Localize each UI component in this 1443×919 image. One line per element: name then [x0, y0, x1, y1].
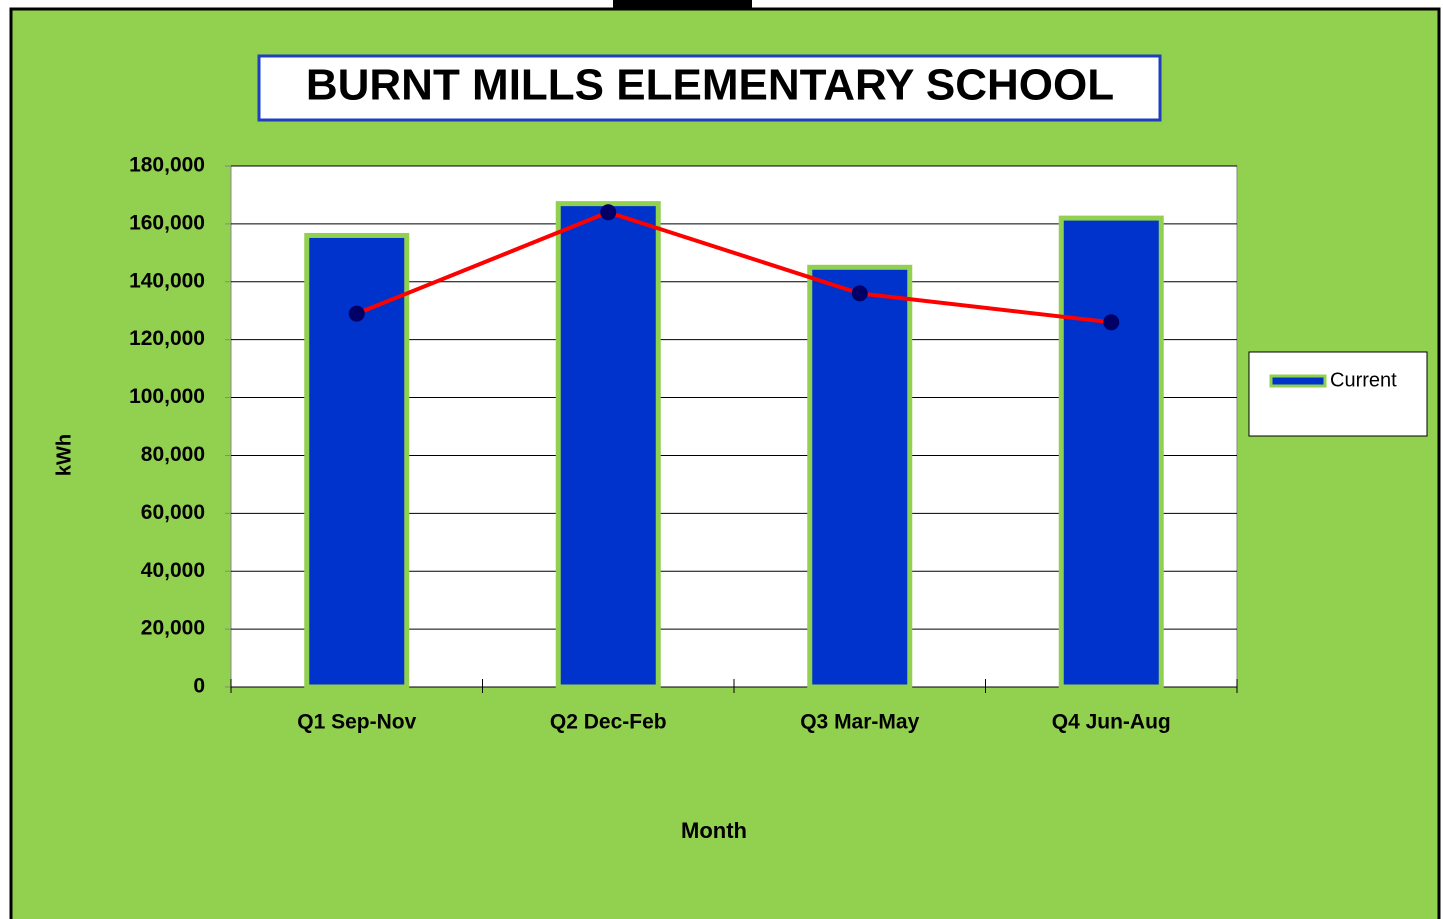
x-tick-label: Q4 Jun-Aug [1052, 711, 1171, 734]
bar [304, 232, 410, 690]
legend-box [1248, 351, 1428, 437]
legend-swatch [1269, 374, 1327, 388]
y-tick-label: 0 [193, 675, 205, 698]
bar [555, 201, 661, 690]
line-marker [1103, 314, 1120, 331]
y-tick-label: 180,000 [129, 154, 205, 177]
x-tick-label: Q1 Sep-Nov [297, 711, 416, 734]
y-tick-label: 20,000 [141, 617, 205, 640]
y-tick-label: 120,000 [129, 327, 205, 350]
legend-label: Current [1330, 369, 1397, 391]
y-tick-label: 140,000 [129, 269, 205, 292]
top-tab [613, 0, 752, 9]
y-tick-label: 80,000 [141, 443, 205, 466]
y-tick-label: 100,000 [129, 385, 205, 408]
line-marker [600, 204, 617, 221]
y-tick-label: 160,000 [129, 211, 205, 234]
title-box [257, 54, 1162, 122]
chart-title: BURNT MILLS ELEMENTARY SCHOOL [306, 61, 1114, 110]
bar [807, 264, 913, 690]
y-axis-title: kWh [53, 434, 75, 476]
line-marker [851, 285, 868, 302]
line-marker [348, 305, 365, 322]
x-tick-label: Q2 Dec-Feb [550, 711, 667, 734]
y-tick-label: 40,000 [141, 559, 205, 582]
x-axis-title: Month [681, 818, 747, 843]
bar [1058, 215, 1164, 690]
x-tick-label: Q3 Mar-May [800, 711, 919, 734]
line [356, 210, 1112, 325]
y-tick-label: 60,000 [141, 501, 205, 524]
